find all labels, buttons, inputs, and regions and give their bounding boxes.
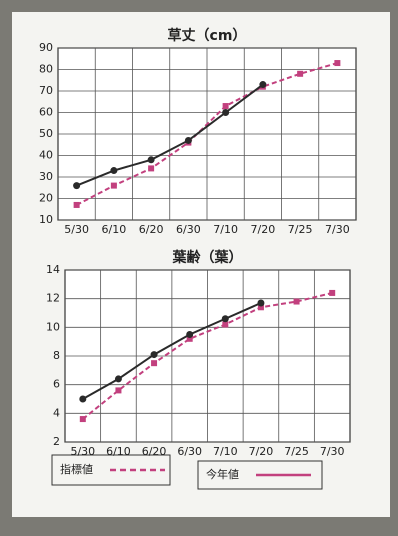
- y-tick-label: 60: [39, 106, 53, 119]
- y-tick-label: 12: [46, 292, 60, 305]
- x-tick-label: 6/20: [139, 223, 164, 236]
- point: [334, 60, 340, 66]
- x-tick-label: 7/25: [284, 445, 309, 458]
- point: [115, 387, 121, 393]
- y-tick-label: 8: [53, 349, 60, 362]
- x-tick-label: 6/10: [102, 223, 127, 236]
- x-tick-label: 6/30: [176, 223, 201, 236]
- y-tick-label: 20: [39, 192, 53, 205]
- point: [151, 351, 158, 358]
- y-tick-label: 70: [39, 84, 53, 97]
- point: [111, 183, 117, 189]
- point: [185, 137, 192, 144]
- legend-label: 指標値: [60, 462, 93, 476]
- point: [115, 375, 122, 382]
- point: [151, 360, 157, 366]
- y-tick-label: 90: [39, 41, 53, 54]
- x-tick-label: 7/20: [251, 223, 276, 236]
- point: [223, 103, 229, 109]
- point: [294, 299, 300, 305]
- x-tick-label: 7/25: [288, 223, 313, 236]
- point: [73, 182, 80, 189]
- chart-title: 草丈（cm）: [168, 27, 247, 44]
- y-tick-label: 4: [53, 406, 60, 419]
- point: [186, 331, 193, 338]
- x-tick-label: 6/10: [106, 445, 131, 458]
- y-tick-label: 10: [39, 213, 53, 226]
- point: [110, 167, 117, 174]
- x-tick-label: 6/20: [142, 445, 167, 458]
- point: [222, 321, 228, 327]
- y-tick-label: 2: [53, 435, 60, 448]
- y-tick-label: 80: [39, 63, 53, 76]
- chart-board: 草丈（cm） 10 20 30 40 50 60 70 80 90 5/30 6/10 6/20 6/30…: [0, 0, 398, 536]
- point: [74, 202, 80, 208]
- x-tick-label: 7/30: [325, 223, 350, 236]
- point: [80, 416, 86, 422]
- point: [257, 299, 264, 306]
- legend-label: 今年値: [206, 467, 239, 481]
- y-tick-label: 30: [39, 170, 53, 183]
- x-tick-label: 7/10: [213, 223, 238, 236]
- point: [222, 315, 229, 322]
- x-tick-label: 7/30: [320, 445, 345, 458]
- x-tick-label: 7/20: [249, 445, 274, 458]
- y-tick-label: 40: [39, 149, 53, 162]
- point: [148, 165, 154, 171]
- y-tick-label: 6: [53, 378, 60, 391]
- y-tick-label: 10: [46, 320, 60, 333]
- x-tick-label: 7/10: [213, 445, 238, 458]
- point: [329, 290, 335, 296]
- point: [259, 81, 266, 88]
- point: [297, 71, 303, 77]
- y-tick-label: 50: [39, 127, 53, 140]
- y-tick-label: 14: [46, 263, 60, 276]
- point: [222, 109, 229, 116]
- point: [79, 396, 86, 403]
- point: [148, 156, 155, 163]
- x-tick-label: 5/30: [64, 223, 89, 236]
- x-tick-label: 5/30: [70, 445, 95, 458]
- chart-title: 葉齢（葉）: [172, 249, 243, 266]
- x-tick-label: 6/30: [177, 445, 202, 458]
